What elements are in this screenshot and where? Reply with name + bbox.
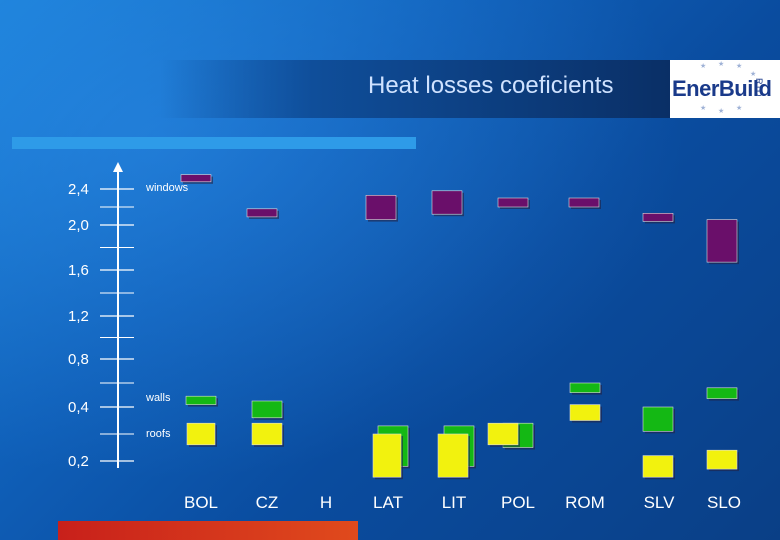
- roofs-bar: [569, 404, 601, 421]
- star-icon: ★: [750, 71, 757, 78]
- windows-bar: [706, 219, 738, 263]
- x-category-label: SLV: [644, 493, 676, 512]
- decorative-blue-bar: [12, 137, 416, 149]
- chart-title: Heat losses coeficients: [368, 72, 614, 99]
- walls-bar: [706, 387, 738, 399]
- logo-text: EnerBuild: [672, 76, 772, 101]
- roofs-bar: [706, 449, 738, 470]
- walls-bar: [251, 400, 283, 419]
- walls-bar: [185, 395, 217, 405]
- series-label-roofs: roofs: [146, 428, 171, 440]
- roofs-bar: [372, 433, 402, 478]
- x-category-label: SLO: [707, 493, 741, 512]
- x-category-label: LIT: [442, 493, 467, 512]
- star-icon: ★: [718, 61, 725, 68]
- star-icon: ★: [700, 105, 707, 112]
- walls-bar: [642, 406, 674, 432]
- x-category-label: ROM: [565, 493, 605, 512]
- x-category-label: POL: [501, 493, 535, 512]
- y-axis-arrow: [113, 162, 123, 172]
- windows-bar: [568, 197, 600, 208]
- y-tick-label: 1,2: [68, 308, 89, 325]
- x-category-label: BOL: [184, 493, 218, 512]
- windows-bar: [246, 208, 278, 218]
- star-icon: ★: [700, 63, 707, 70]
- star-icon: ★: [718, 108, 725, 115]
- series-label-windows: windows: [145, 182, 189, 194]
- roofs-bar: [251, 422, 283, 446]
- title-band: [160, 60, 670, 118]
- star-icon: ★: [736, 63, 743, 70]
- windows-bar: [642, 213, 674, 222]
- enerbuild-logo: [670, 60, 780, 118]
- y-tick-label: 2,0: [68, 217, 89, 234]
- x-category-label: CZ: [256, 493, 279, 512]
- y-tick-label: 1,6: [68, 262, 89, 279]
- x-category-label: H: [320, 493, 332, 512]
- walls-bar: [569, 382, 601, 393]
- y-tick-label: 2,4: [68, 181, 89, 198]
- star-icon: ★: [736, 105, 743, 112]
- roofs-bar: [642, 455, 674, 478]
- decorative-red-bar: [58, 521, 358, 540]
- windows-bar: [180, 174, 212, 183]
- y-tick-label: 0,8: [68, 351, 89, 368]
- roofs-bar: [186, 422, 216, 446]
- windows-bar: [497, 197, 529, 208]
- roofs-bar: [437, 433, 469, 478]
- x-category-label: LAT: [373, 493, 403, 512]
- roofs-bar: [487, 422, 519, 446]
- series-label-walls: walls: [145, 392, 171, 404]
- windows-bar: [431, 190, 463, 215]
- y-tick-label: 0,2: [68, 453, 89, 470]
- y-tick-label: 0,4: [68, 399, 89, 416]
- windows-bar: [365, 195, 397, 220]
